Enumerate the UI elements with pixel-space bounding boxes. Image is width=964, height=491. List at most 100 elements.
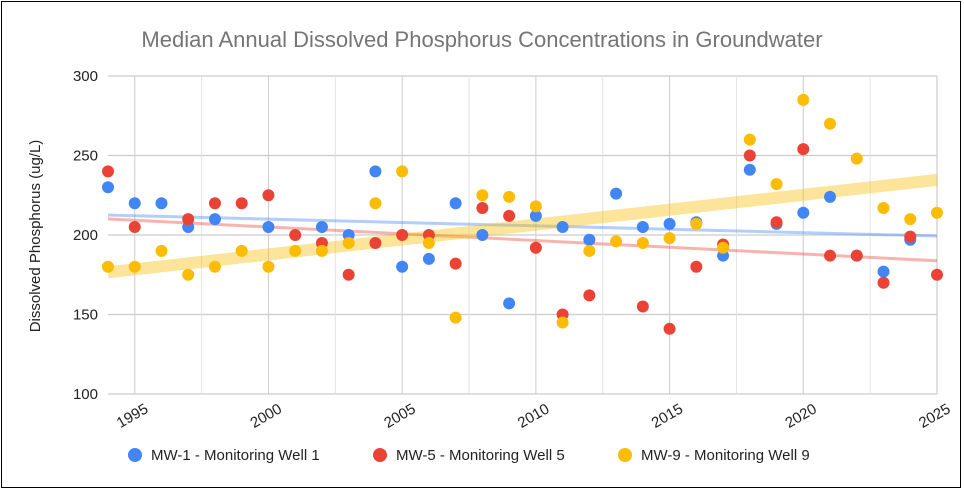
- legend-marker: [373, 448, 387, 462]
- legend-marker: [128, 448, 142, 462]
- data-point: [877, 265, 890, 278]
- data-point: [824, 249, 837, 262]
- data-point: [770, 178, 783, 191]
- data-points: [102, 93, 943, 335]
- data-point: [396, 260, 409, 273]
- data-point: [663, 217, 676, 230]
- data-point: [877, 276, 890, 289]
- data-point: [743, 163, 756, 176]
- data-point: [289, 244, 302, 257]
- data-point: [663, 322, 676, 335]
- data-point: [690, 217, 703, 230]
- data-point: [476, 201, 489, 214]
- grid: [108, 75, 938, 395]
- data-point: [904, 213, 917, 226]
- data-point: [797, 206, 810, 219]
- data-point: [877, 201, 890, 214]
- trendlines: [107, 173, 938, 279]
- data-point: [503, 209, 516, 222]
- data-point: [155, 197, 168, 210]
- data-point: [583, 244, 596, 257]
- data-point: [289, 229, 302, 241]
- data-point: [583, 233, 596, 246]
- data-point: [770, 216, 783, 229]
- data-point: [503, 190, 516, 203]
- y-tick-label: 250: [73, 148, 98, 165]
- data-point: [717, 241, 730, 254]
- data-point: [824, 117, 837, 130]
- data-point: [449, 311, 462, 324]
- data-point: [182, 268, 195, 281]
- data-point: [369, 165, 382, 178]
- data-point: [449, 257, 462, 270]
- data-point: [529, 200, 542, 213]
- data-point: [636, 236, 649, 249]
- data-point: [663, 232, 676, 245]
- data-point: [931, 268, 943, 281]
- data-point: [208, 260, 221, 273]
- data-point: [396, 165, 409, 178]
- data-point: [315, 221, 328, 234]
- data-point: [182, 213, 195, 226]
- data-point: [449, 197, 462, 210]
- data-point: [610, 187, 623, 200]
- data-point: [690, 260, 703, 273]
- data-point: [931, 206, 943, 219]
- data-point: [315, 244, 328, 257]
- data-point: [128, 221, 141, 234]
- x-tick-label: 2025: [916, 400, 953, 431]
- y-tick-label: 200: [73, 227, 98, 244]
- trendline-3: [107, 173, 938, 279]
- trendline-2: [107, 217, 938, 263]
- legend: MW-1 - Monitoring Well 1 MW-5 - Monitorin…: [128, 447, 810, 464]
- data-point: [476, 229, 489, 241]
- data-point: [262, 260, 275, 273]
- data-point: [342, 268, 355, 281]
- data-point: [422, 236, 435, 249]
- data-point: [476, 189, 489, 202]
- data-point: [797, 93, 810, 106]
- data-point: [636, 221, 649, 234]
- data-point: [850, 152, 863, 165]
- data-point: [529, 241, 542, 254]
- x-tick-label: 2005: [381, 400, 418, 431]
- data-point: [850, 249, 863, 262]
- legend-label: MW-5 - Monitoring Well 5: [396, 447, 565, 464]
- data-point: [369, 197, 382, 210]
- data-point: [262, 189, 275, 202]
- data-point: [235, 197, 248, 210]
- chart-title: Median Annual Dissolved Phosphorus Conce…: [141, 27, 822, 52]
- y-tick-label: 300: [73, 68, 98, 85]
- data-point: [155, 244, 168, 257]
- data-point: [556, 316, 569, 329]
- data-point: [583, 289, 596, 302]
- data-point: [636, 300, 649, 313]
- data-point: [824, 190, 837, 203]
- data-point: [556, 221, 569, 234]
- x-tick-label: 1995: [114, 400, 151, 431]
- data-point: [904, 230, 917, 243]
- legend-marker: [618, 448, 632, 462]
- y-axis-label: Dissolved Phosphorus (ug/L): [27, 140, 44, 333]
- y-tick-label: 150: [73, 307, 98, 324]
- data-point: [743, 149, 756, 162]
- data-point: [128, 260, 141, 273]
- data-point: [208, 213, 221, 226]
- data-point: [342, 236, 355, 249]
- data-point: [396, 229, 409, 241]
- data-point: [102, 181, 114, 194]
- data-point: [128, 197, 141, 210]
- data-point: [262, 221, 275, 234]
- data-point: [743, 133, 756, 146]
- data-point: [610, 235, 623, 248]
- x-axis-ticks: 1995 2000 2005 2010 2015 2020 2025: [114, 400, 954, 431]
- x-tick-label: 2010: [515, 400, 552, 431]
- data-point: [529, 209, 542, 222]
- legend-label: MW-1 - Monitoring Well 1: [151, 447, 320, 464]
- data-point: [102, 260, 114, 273]
- data-point: [369, 236, 382, 249]
- x-tick-label: 2000: [247, 400, 284, 431]
- data-point: [422, 252, 435, 265]
- data-point: [102, 165, 114, 178]
